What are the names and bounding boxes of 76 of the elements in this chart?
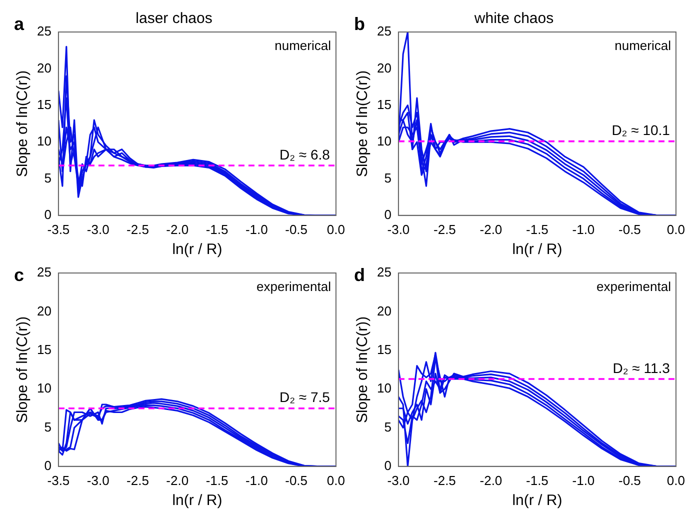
- y-axis-title: Slope of ln(C(r)): [14, 70, 32, 178]
- y-tick-label: 5: [44, 419, 52, 434]
- y-tick-label: 5: [384, 419, 392, 434]
- y-tick-label: 0: [384, 206, 392, 222]
- y-tick-label: 20: [36, 60, 52, 76]
- x-axis-title: ln(r / R): [172, 492, 222, 510]
- y-tick-label: 10: [376, 380, 392, 396]
- x-tick-label: 0.0: [666, 222, 686, 237]
- annotation: numerical: [274, 38, 332, 54]
- y-tick-label: 15: [376, 96, 392, 112]
- x-tick-label: 0.0: [326, 222, 346, 237]
- y-axis-title: Slope of ln(C(r)): [14, 316, 32, 424]
- x-tick-label: -1.0: [572, 472, 595, 488]
- x-tick-label: 0.0: [666, 472, 686, 488]
- x-tick-label: -2.5: [126, 222, 149, 237]
- x-tick-label: -1.0: [245, 222, 268, 237]
- annotation: numerical: [614, 38, 672, 54]
- y-axis-title: Slope of ln(C(r)): [354, 70, 372, 178]
- text: c: [14, 264, 24, 285]
- x-tick-label: -2.0: [480, 472, 502, 488]
- ref-line-label: D₂ ≈ 6.8: [279, 146, 330, 162]
- x-tick-label: -3.5: [47, 222, 70, 237]
- x-tick-label: -2.0: [166, 472, 189, 488]
- text: d: [354, 264, 365, 285]
- y-tick-label: 20: [36, 303, 52, 318]
- x-tick-label: -3.0: [86, 222, 110, 237]
- y-tick-label: 20: [376, 60, 392, 76]
- x-tick-label: -1.5: [206, 222, 228, 237]
- x-tick-label: -1.0: [572, 222, 595, 237]
- y-tick-label: 25: [376, 24, 392, 39]
- ref-line-label: D₂ ≈ 10.1: [612, 122, 670, 138]
- y-tick-label: 0: [384, 458, 392, 473]
- y-tick-label: 15: [36, 342, 52, 357]
- x-axis-title: ln(r / R): [172, 241, 222, 258]
- y-tick-label: 25: [36, 24, 52, 39]
- y-tick-label: 25: [36, 264, 52, 280]
- y-tick-label: 5: [384, 170, 392, 186]
- x-tick-label: -1.5: [526, 222, 548, 237]
- x-tick-label: -3.0: [387, 222, 410, 237]
- y-tick-label: 10: [376, 134, 392, 149]
- y-axis-title: Slope of ln(C(r)): [354, 316, 372, 424]
- x-tick-label: -1.0: [245, 472, 268, 488]
- chart-title: laser chaos: [136, 10, 212, 28]
- y-tick-label: 5: [44, 170, 52, 186]
- y-tick-label: 15: [36, 96, 52, 112]
- y-tick-label: 10: [36, 134, 52, 149]
- x-tick-label: -0.5: [618, 472, 641, 488]
- x-tick-label: -3.0: [387, 472, 410, 488]
- x-tick-label: 0.0: [326, 472, 346, 488]
- text: b: [354, 14, 365, 34]
- x-tick-label: -2.5: [434, 222, 456, 237]
- y-tick-label: 0: [44, 458, 52, 473]
- text: a: [14, 14, 25, 34]
- y-tick-label: 0: [44, 206, 52, 222]
- x-tick-label: -3.5: [47, 472, 70, 488]
- x-tick-label: -1.5: [206, 472, 228, 488]
- x-tick-label: -0.5: [618, 222, 641, 237]
- x-tick-label: -2.0: [480, 222, 502, 237]
- y-tick-label: 10: [36, 380, 52, 396]
- x-tick-label: -1.5: [526, 472, 548, 488]
- x-tick-label: -2.0: [166, 222, 189, 237]
- x-tick-label: -0.5: [285, 472, 308, 488]
- x-tick-label: -2.5: [434, 472, 456, 488]
- y-tick-label: 15: [376, 342, 392, 357]
- annotation: experimental: [596, 279, 672, 294]
- x-tick-label: -2.5: [126, 472, 149, 488]
- ref-line-label: D₂ ≈ 11.3: [612, 360, 670, 376]
- y-tick-label: 20: [376, 303, 392, 318]
- y-tick-label: 25: [376, 264, 392, 280]
- ref-line-label: D₂ ≈ 7.5: [279, 389, 330, 406]
- x-axis-title: ln(r / R): [512, 492, 562, 510]
- chart-title: white chaos: [473, 10, 554, 28]
- x-tick-label: -3.0: [86, 472, 110, 488]
- x-tick-label: -0.5: [285, 222, 308, 237]
- annotation: experimental: [256, 279, 332, 294]
- x-axis-title: ln(r / R): [512, 241, 562, 258]
